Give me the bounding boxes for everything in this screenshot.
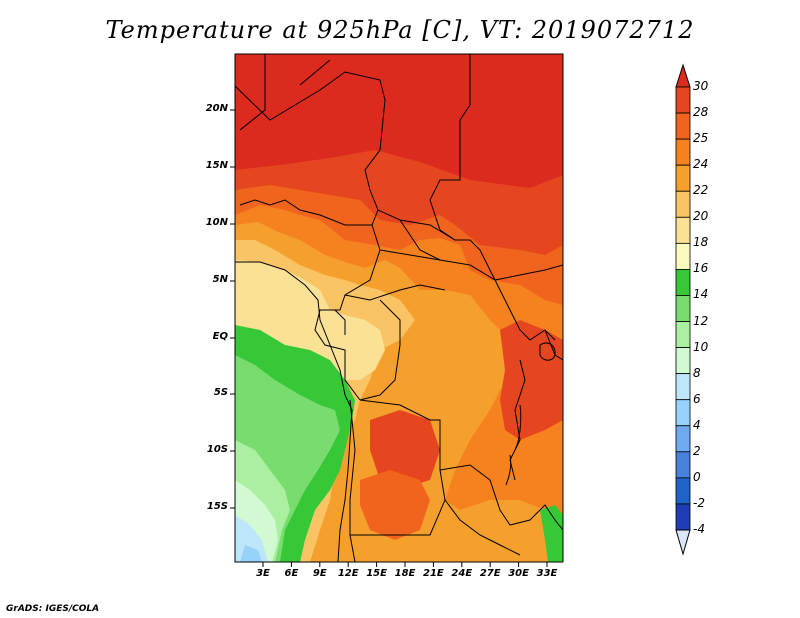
colorbar-segment: [675, 373, 691, 401]
colorbar-segment: [675, 112, 691, 140]
colorbar-label: 4: [693, 417, 701, 432]
lon-label: 3E: [256, 568, 270, 579]
colorbar-label: 24: [693, 157, 709, 172]
footer-credit: GrADS: IGES/COLA: [6, 604, 100, 614]
colorbar-label: 18: [693, 235, 709, 250]
lon-label: 15E: [366, 568, 387, 579]
field-8: [235, 515, 268, 562]
colorbar-segment: [675, 477, 691, 505]
colorbar-label: 10: [693, 339, 709, 354]
colorbar-segment: [675, 451, 691, 479]
coastline: [235, 261, 353, 562]
lon-label: 12E: [337, 568, 359, 579]
colorbar-segment: [675, 295, 691, 322]
colorbar-label: 25: [693, 131, 709, 146]
lat-label: EQ: [212, 331, 228, 342]
colorbar-segment: [675, 321, 691, 348]
lon-label: 30E: [508, 568, 529, 579]
colorbar-label: 14: [693, 287, 709, 302]
lat-label: 15S: [206, 501, 228, 512]
chart-title: Temperature at 925hPa [C], VT: 201907271…: [105, 16, 695, 44]
lat-label: 5S: [213, 387, 228, 398]
lon-label: 6E: [284, 568, 299, 579]
colorbar-label: 30: [693, 79, 709, 93]
colorbar-label: 6: [693, 391, 701, 406]
colorbar-label: 20: [693, 209, 709, 224]
lat-ticks: [230, 109, 235, 509]
field-25-south: [360, 470, 430, 540]
colorbar-segment: [675, 503, 691, 531]
lat-label: 5N: [212, 274, 228, 285]
lakes: [505, 342, 556, 486]
colorbar-segment: [675, 242, 691, 270]
colorbar-segment: [675, 216, 691, 244]
lon-label: 33E: [536, 568, 558, 579]
lat-label: 15N: [205, 160, 228, 171]
colorbar-label: 22: [693, 183, 709, 198]
colorbar-top-arrow: [675, 63, 691, 88]
colorbar-segment: [675, 399, 691, 427]
lon-label: 24E: [451, 568, 473, 579]
colorbar-segment: [675, 269, 691, 296]
colorbar-label: 2: [693, 443, 701, 458]
colorbar-label: -4: [693, 522, 705, 536]
lon-label: 18E: [394, 568, 416, 579]
lon-label: 21E: [423, 568, 444, 579]
colorbar-segment: [675, 347, 691, 375]
colorbar-segment: [675, 138, 691, 166]
field-6: [240, 545, 262, 562]
colorbar-label: 16: [693, 261, 709, 276]
field-28-east: [500, 320, 563, 440]
colorbar-label: -2: [693, 495, 705, 510]
colorbar-segment: [675, 190, 691, 218]
colorbar-segment: [675, 164, 691, 192]
colorbar-label: 8: [693, 365, 701, 380]
colorbar-label: 0: [693, 469, 701, 484]
field-16-se: [540, 505, 563, 562]
colorbar-bottom-arrow: [675, 529, 691, 556]
colorbar-label: 12: [693, 313, 709, 328]
lat-label: 10N: [205, 217, 228, 228]
field-28-south: [370, 410, 440, 490]
lat-label: 20N: [205, 103, 228, 114]
colorbar-label: 28: [693, 105, 709, 120]
colorbar-segment: [675, 86, 691, 114]
lon-ticks: [262, 562, 548, 567]
map-frame: [234, 53, 564, 563]
colorbar-segment: [675, 425, 691, 453]
lat-label: 10S: [206, 444, 228, 455]
lon-label: 27E: [479, 568, 501, 579]
field-18-ocean: [235, 262, 320, 330]
lon-label: 9E: [312, 568, 327, 579]
